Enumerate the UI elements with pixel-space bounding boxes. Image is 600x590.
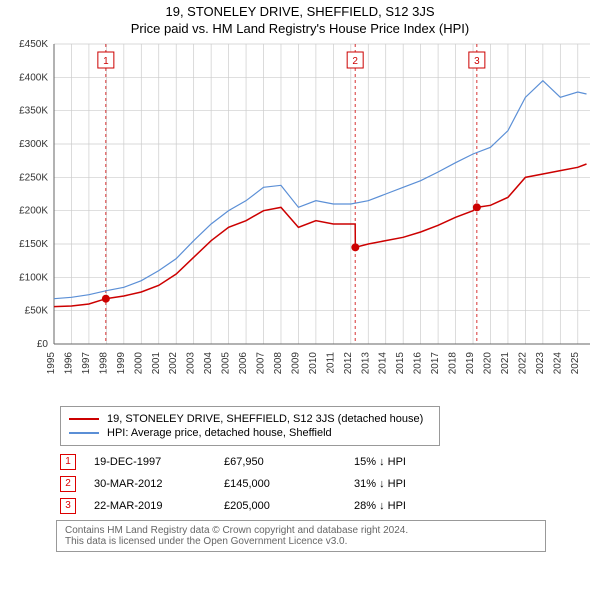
- svg-text:2018: 2018: [448, 351, 459, 374]
- svg-text:2025: 2025: [570, 351, 581, 374]
- svg-text:2020: 2020: [482, 351, 493, 374]
- svg-text:£350K: £350K: [19, 105, 48, 116]
- transaction-diff: 28% ↓ HPI: [354, 500, 484, 512]
- table-row: 1 19-DEC-1997 £67,950 15% ↓ HPI: [60, 454, 600, 470]
- legend-label: 19, STONELEY DRIVE, SHEFFIELD, S12 3JS (…: [107, 413, 423, 425]
- legend: 19, STONELEY DRIVE, SHEFFIELD, S12 3JS (…: [60, 406, 440, 446]
- transaction-marker: 2: [60, 476, 76, 492]
- svg-text:2: 2: [352, 56, 358, 67]
- svg-text:3: 3: [474, 56, 480, 67]
- svg-text:£200K: £200K: [19, 205, 48, 216]
- title-line-2: Price paid vs. HM Land Registry's House …: [0, 21, 600, 38]
- svg-text:2024: 2024: [552, 351, 563, 374]
- page: 19, STONELEY DRIVE, SHEFFIELD, S12 3JS P…: [0, 0, 600, 590]
- legend-swatch: [69, 418, 99, 420]
- svg-text:£100K: £100K: [19, 272, 48, 283]
- svg-text:£50K: £50K: [25, 305, 49, 316]
- svg-text:2008: 2008: [273, 351, 284, 374]
- svg-text:2002: 2002: [168, 351, 179, 374]
- svg-text:2015: 2015: [395, 351, 406, 374]
- svg-text:£450K: £450K: [19, 40, 48, 50]
- svg-text:2006: 2006: [238, 351, 249, 374]
- svg-text:2005: 2005: [221, 351, 232, 374]
- svg-text:1998: 1998: [98, 351, 109, 374]
- transaction-price: £145,000: [224, 478, 354, 490]
- table-row: 3 22-MAR-2019 £205,000 28% ↓ HPI: [60, 498, 600, 514]
- svg-text:2013: 2013: [360, 351, 371, 374]
- svg-text:2010: 2010: [308, 351, 319, 374]
- svg-text:2021: 2021: [500, 351, 511, 374]
- transaction-diff: 31% ↓ HPI: [354, 478, 484, 490]
- transaction-price: £205,000: [224, 500, 354, 512]
- svg-text:1995: 1995: [46, 351, 57, 374]
- chart-svg: £0 £50K £100K £150K £200K £250K £300K £350K £400…: [0, 40, 600, 400]
- chart: £0 £50K £100K £150K £200K £250K £300K £350K £400…: [0, 40, 600, 400]
- transaction-date: 30-MAR-2012: [94, 478, 224, 490]
- svg-text:1999: 1999: [116, 351, 127, 374]
- legend-label: HPI: Average price, detached house, Shef…: [107, 427, 332, 439]
- transaction-date: 19-DEC-1997: [94, 456, 224, 468]
- svg-text:2007: 2007: [256, 351, 267, 374]
- transaction-marker: 3: [60, 498, 76, 514]
- svg-text:2017: 2017: [430, 351, 441, 374]
- svg-text:£250K: £250K: [19, 172, 48, 183]
- svg-text:£400K: £400K: [19, 72, 48, 83]
- svg-text:2022: 2022: [517, 351, 528, 374]
- transaction-marker: 1: [60, 454, 76, 470]
- svg-text:2023: 2023: [535, 351, 546, 374]
- svg-text:2016: 2016: [413, 351, 424, 374]
- svg-text:£0: £0: [37, 339, 49, 350]
- svg-text:2019: 2019: [465, 351, 476, 374]
- svg-text:2012: 2012: [343, 351, 354, 374]
- svg-text:£150K: £150K: [19, 239, 48, 250]
- transaction-diff: 15% ↓ HPI: [354, 456, 484, 468]
- footer: Contains HM Land Registry data © Crown c…: [56, 520, 546, 552]
- svg-text:2003: 2003: [186, 351, 197, 374]
- table-row: 2 30-MAR-2012 £145,000 31% ↓ HPI: [60, 476, 600, 492]
- footer-line-1: Contains HM Land Registry data © Crown c…: [65, 525, 537, 536]
- title-line-1: 19, STONELEY DRIVE, SHEFFIELD, S12 3JS: [0, 4, 600, 21]
- svg-text:2004: 2004: [203, 351, 214, 374]
- svg-text:1996: 1996: [63, 351, 74, 374]
- svg-text:2014: 2014: [378, 351, 389, 374]
- footer-line-2: This data is licensed under the Open Gov…: [65, 536, 537, 547]
- svg-text:1997: 1997: [81, 351, 92, 374]
- legend-item: 19, STONELEY DRIVE, SHEFFIELD, S12 3JS (…: [69, 413, 431, 425]
- svg-text:2000: 2000: [133, 351, 144, 374]
- svg-text:2011: 2011: [325, 351, 336, 373]
- legend-item: HPI: Average price, detached house, Shef…: [69, 427, 431, 439]
- svg-text:2009: 2009: [290, 351, 301, 374]
- svg-text:2001: 2001: [151, 351, 162, 374]
- titles: 19, STONELEY DRIVE, SHEFFIELD, S12 3JS P…: [0, 0, 600, 40]
- transaction-price: £67,950: [224, 456, 354, 468]
- svg-text:£300K: £300K: [19, 139, 48, 150]
- legend-swatch: [69, 432, 99, 434]
- transactions-table: 1 19-DEC-1997 £67,950 15% ↓ HPI 2 30-MAR…: [60, 454, 600, 514]
- svg-text:1: 1: [103, 56, 109, 67]
- transaction-date: 22-MAR-2019: [94, 500, 224, 512]
